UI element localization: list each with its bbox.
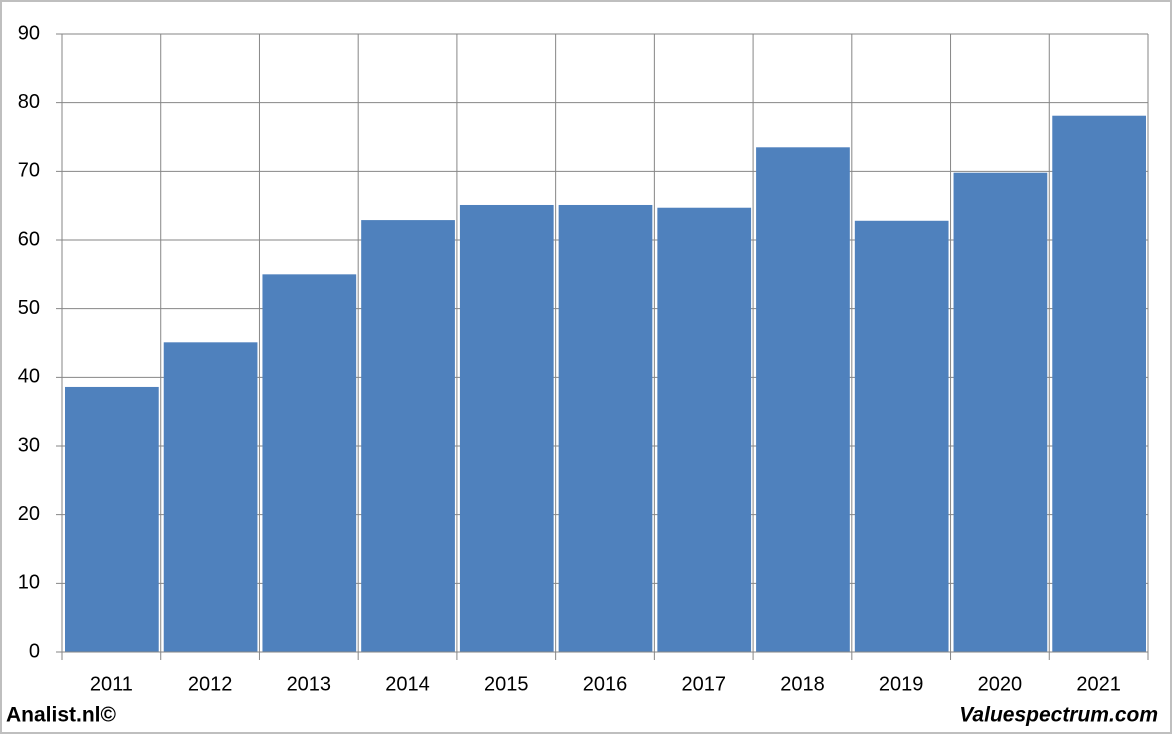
x-tick-label: 2019 [879,673,924,695]
x-tick-label: 2021 [1076,673,1121,695]
bar [459,204,554,653]
x-tick-label: 2012 [188,673,233,695]
y-tick-label: 50 [18,297,40,319]
y-tick-label: 20 [18,503,40,525]
bar [262,274,357,652]
x-tick-label: 2013 [287,673,332,695]
source-right: Valuespectrum.com [959,704,1158,727]
y-tick-label: 40 [18,366,40,388]
bar [657,207,752,652]
bar [163,342,258,652]
x-tick-label: 2014 [385,673,430,695]
bar [854,220,949,653]
bar [65,386,159,652]
y-tick-label: 10 [18,572,40,594]
x-tick-label: 2011 [90,673,133,695]
x-tick-label: 2018 [780,673,825,695]
bar [953,172,1048,652]
y-tick-label: 90 [18,22,40,44]
y-tick-label: 30 [18,434,40,456]
y-tick-label: 70 [18,160,40,182]
x-tick-label: 2015 [484,673,529,695]
bar [361,220,455,652]
bar [756,147,850,653]
bar [558,204,653,653]
y-tick-label: 60 [18,228,40,250]
x-tick-label: 2020 [978,673,1023,695]
bar [1052,115,1146,653]
x-tick-label: 2017 [681,673,726,695]
y-tick-label: 80 [18,91,40,113]
x-tick-label: 2016 [583,673,628,695]
y-tick-label: 0 [29,640,40,662]
source-left: Analist.nl© [6,704,117,727]
